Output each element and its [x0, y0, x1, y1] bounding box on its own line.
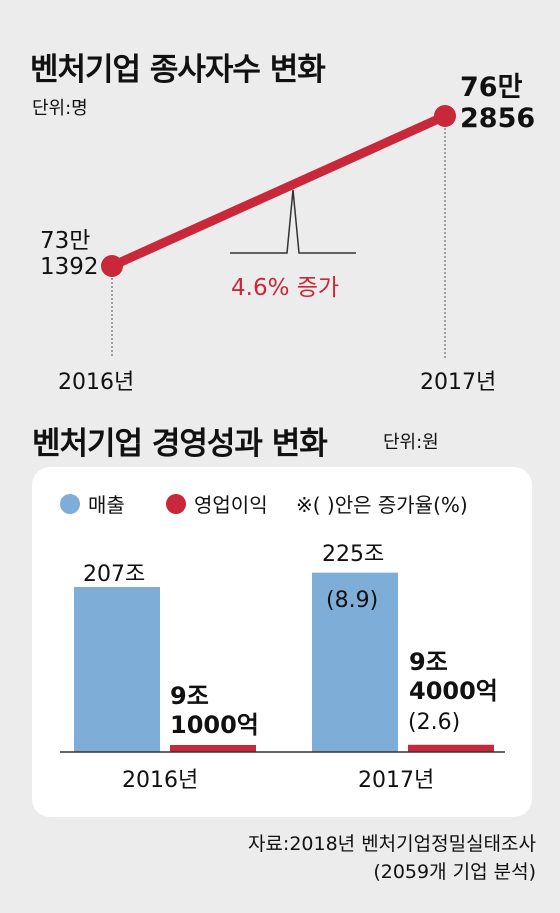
legend-profit-swatch — [166, 493, 186, 514]
data-label-2016: 73만 1392 — [40, 228, 99, 280]
data-point-2016 — [101, 255, 123, 277]
bar-profit-2016-label-line2: 1000억 — [170, 711, 259, 739]
source-note: 자료:2018년 벤처기업정밀실태조사 (2059개 기업 분석) — [248, 830, 536, 886]
employee-series-line — [107, 111, 450, 271]
source-line2: (2059개 기업 분석) — [373, 861, 536, 883]
legend-profit: 영업이익 — [166, 489, 268, 518]
line-chart-title: 벤처기업 종사자수 변화 — [30, 52, 326, 88]
bar-sales-2017-growth: (8.9) — [326, 588, 379, 613]
bar-profit-2016 — [170, 745, 256, 752]
bar-x-label-2016: 2016년 — [122, 768, 199, 793]
data-label-2017: 76만 2856 — [460, 72, 535, 134]
data-label-2017-line2: 2856 — [460, 103, 536, 134]
data-label-2016-line2: 1392 — [40, 254, 99, 280]
legend-sales-label: 매출 — [88, 493, 125, 517]
bar-profit-2017-label-line2: 4000억 — [409, 677, 498, 705]
legend-profit-label: 영업이익 — [194, 493, 268, 517]
data-point-2017 — [434, 105, 456, 127]
change-indicator — [230, 189, 356, 254]
legend-note: ※( )안은 증가율(%) — [296, 493, 468, 517]
bar-profit-2017-growth: (2.6) — [408, 710, 461, 735]
data-label-2016-line1: 73만 — [40, 228, 91, 254]
bar-chart-title: 벤처기업 경영성과 변화 — [32, 426, 328, 462]
change-label: 4.6% 증가 — [231, 275, 340, 301]
bar-profit-2016-label: 9조 1000억 — [170, 682, 259, 740]
bar-sales-2017 — [312, 572, 398, 752]
legend-sales: 매출 — [60, 489, 125, 518]
bar-sales-2016 — [74, 587, 160, 752]
bar-profit-2017 — [408, 744, 494, 752]
bar-x-label-2017: 2017년 — [358, 768, 435, 793]
line-chart-unit: 단위:명 — [32, 98, 88, 119]
x-label-2016: 2016년 — [58, 370, 135, 395]
legend-sales-swatch — [60, 493, 80, 514]
bar-profit-2017-label: 9조 4000억 — [409, 648, 498, 706]
bar-profit-2016-label-line1: 9조 — [170, 682, 209, 710]
bar-chart-unit: 단위:원 — [383, 432, 439, 453]
data-label-2017-line1: 76만 — [460, 72, 523, 103]
x-label-2017: 2017년 — [420, 370, 497, 395]
source-line1: 자료:2018년 벤처기업정밀실태조사 — [247, 833, 536, 855]
bar-sales-2017-label: 225조 — [322, 542, 385, 567]
bar-profit-2017-label-line1: 9조 — [409, 648, 448, 676]
bar-sales-2016-label: 207조 — [83, 562, 146, 587]
